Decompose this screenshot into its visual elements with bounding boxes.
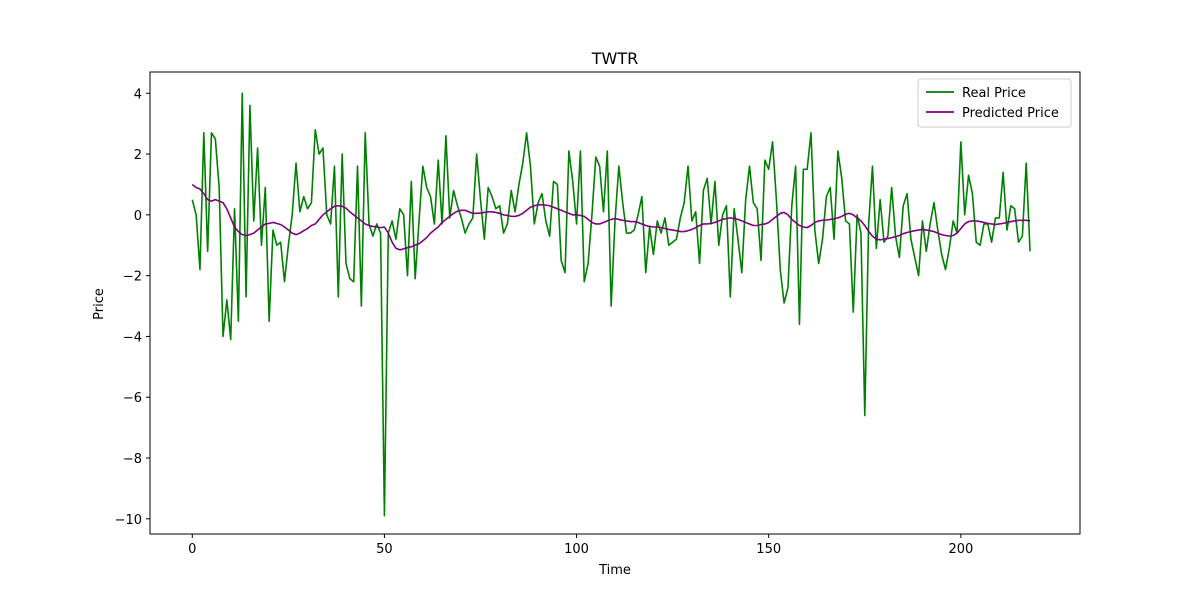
y-tick-label: −4	[123, 330, 142, 345]
x-tick-label: 200	[948, 542, 973, 557]
y-tick-label: 0	[134, 209, 142, 224]
x-tick-label: 0	[188, 542, 196, 557]
y-tick-label: 2	[134, 148, 142, 163]
y-axis-label: Price	[92, 288, 107, 320]
x-tick-label: 150	[756, 542, 781, 557]
legend-box	[917, 78, 1072, 128]
chart-title: TWTR	[591, 49, 638, 68]
x-axis-ticks: 0 50 100 150 200	[188, 534, 973, 557]
axes-frame	[149, 71, 1081, 535]
x-tick-label: 100	[564, 542, 589, 557]
y-tick-label: −6	[123, 391, 142, 406]
legend: Real Price Predicted Price	[917, 78, 1072, 128]
y-tick-label: 4	[134, 87, 142, 102]
series-line-real-price	[191, 92, 1031, 517]
y-axis-ticks: −10 −8 −6 −4 −2 0 2 4	[115, 87, 150, 528]
x-tick-label: 50	[376, 542, 393, 557]
legend-entry-label: Real Price	[962, 86, 1026, 101]
y-tick-label: −2	[123, 270, 142, 285]
plot-area	[149, 71, 1081, 535]
x-axis-label: Time	[598, 563, 631, 578]
legend-entry-label: Predicted Price	[962, 106, 1059, 121]
series-line-predicted-price	[191, 183, 1031, 251]
y-tick-label: −10	[115, 513, 142, 528]
y-tick-label: −8	[123, 452, 142, 467]
